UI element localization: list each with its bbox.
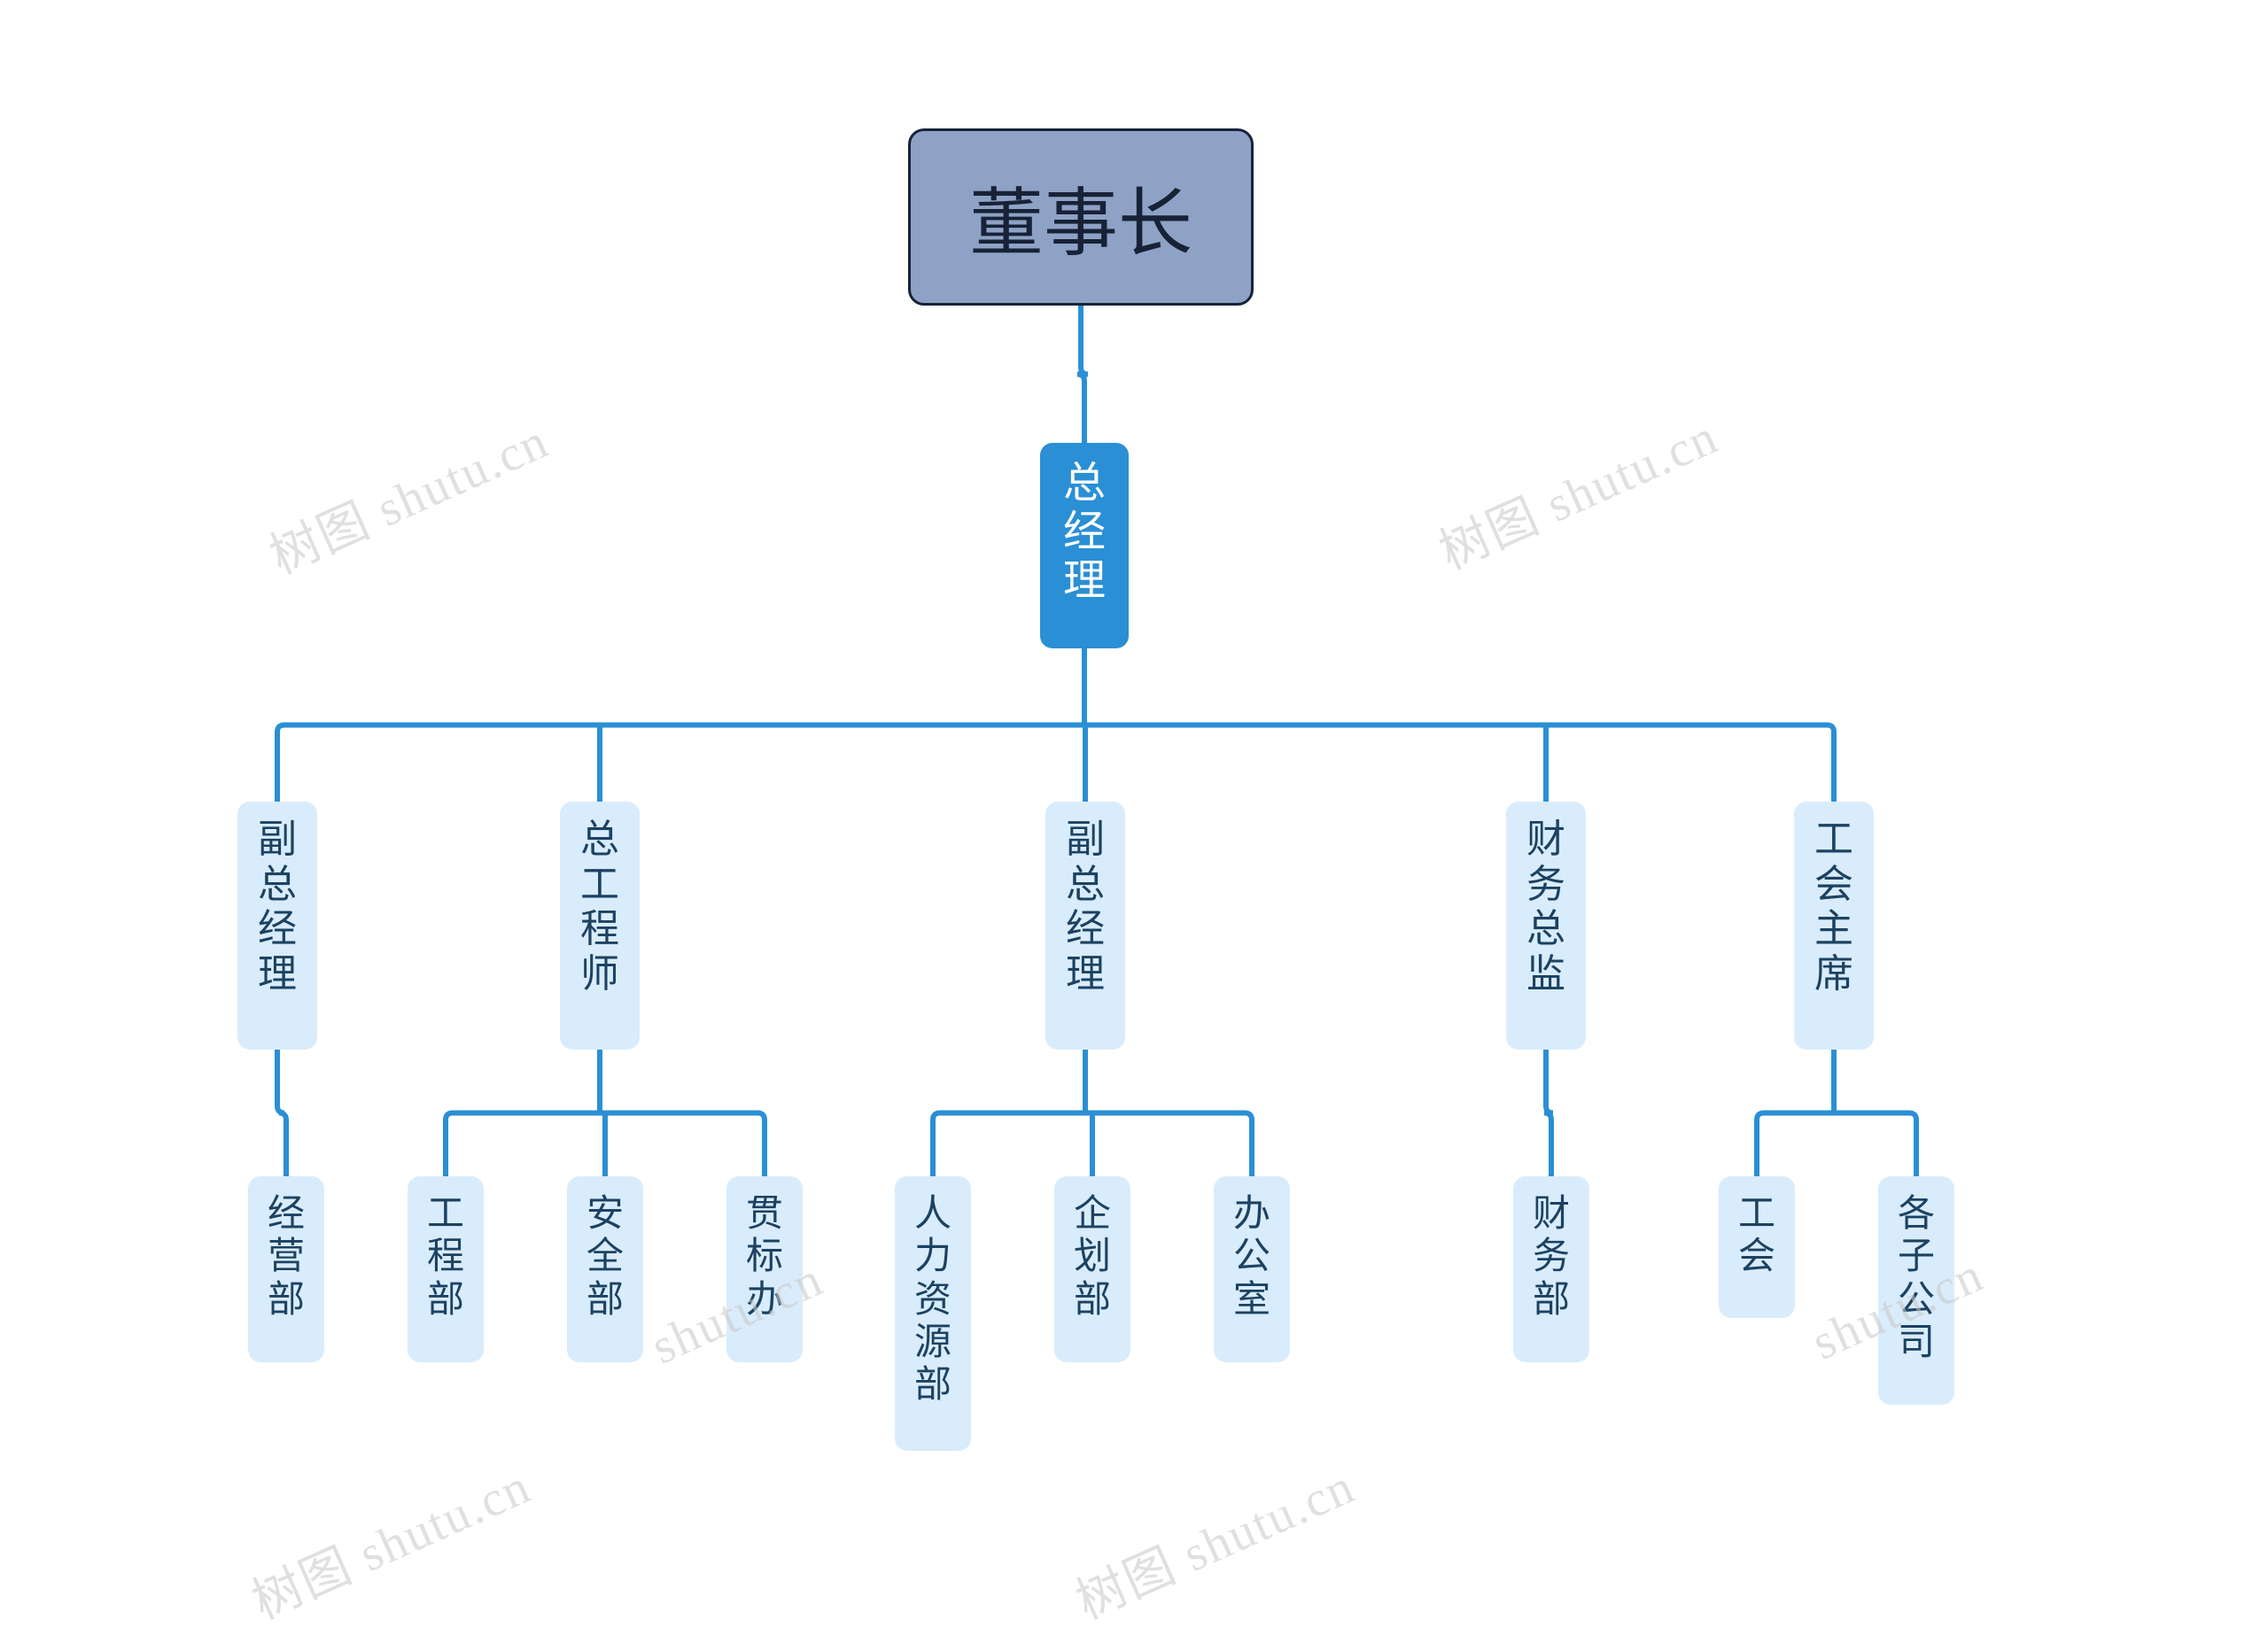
node-label: 财务部 — [1533, 1192, 1570, 1321]
node-label: 经营部 — [268, 1192, 305, 1321]
node-label: 企划部 — [1074, 1192, 1111, 1321]
node-label: 总工程师 — [580, 818, 619, 996]
watermark: 树图 shutu.cn — [1063, 1446, 1364, 1628]
node-d_sub: 各子公司 — [1878, 1176, 1954, 1405]
node-cfo: 财务总监 — [1506, 802, 1586, 1050]
node-d_fin: 财务部 — [1513, 1176, 1589, 1362]
node-d_hr: 人力资源部 — [895, 1176, 971, 1451]
node-d_off: 办公室 — [1214, 1176, 1290, 1362]
node-root: 董事长 — [908, 128, 1254, 306]
watermark: 树图 shutu.cn — [257, 401, 558, 588]
node-d_std: 贯标办 — [726, 1176, 803, 1362]
node-vgm1: 副总经理 — [237, 802, 317, 1050]
node-label: 办公室 — [1233, 1192, 1270, 1321]
node-label: 总经理 — [1063, 459, 1106, 606]
watermark: 树图 shutu.cn — [1426, 397, 1728, 584]
node-d_eng: 工程部 — [408, 1176, 484, 1362]
node-label: 人力资源部 — [914, 1192, 951, 1406]
node-label: 董事长 — [969, 164, 1192, 271]
node-label: 各子公司 — [1898, 1192, 1935, 1363]
node-union: 工会主席 — [1794, 802, 1874, 1050]
node-label: 安全部 — [586, 1192, 624, 1321]
node-gm: 总经理 — [1040, 443, 1129, 648]
node-d_uni: 工会 — [1719, 1176, 1795, 1318]
node-label: 副总经理 — [258, 818, 297, 996]
node-vgm2: 副总经理 — [1045, 802, 1125, 1050]
node-d_biz: 经营部 — [248, 1176, 324, 1362]
node-label: 财务总监 — [1526, 818, 1565, 996]
node-label: 工会 — [1738, 1192, 1775, 1278]
node-label: 工会主席 — [1814, 818, 1853, 996]
node-d_safe: 安全部 — [567, 1176, 643, 1362]
node-label: 贯标办 — [746, 1192, 783, 1321]
node-d_plan: 企划部 — [1054, 1176, 1130, 1362]
node-chief: 总工程师 — [560, 802, 640, 1050]
watermark: 树图 shutu.cn — [239, 1446, 540, 1628]
node-label: 副总经理 — [1066, 818, 1105, 996]
node-label: 工程部 — [427, 1192, 464, 1321]
